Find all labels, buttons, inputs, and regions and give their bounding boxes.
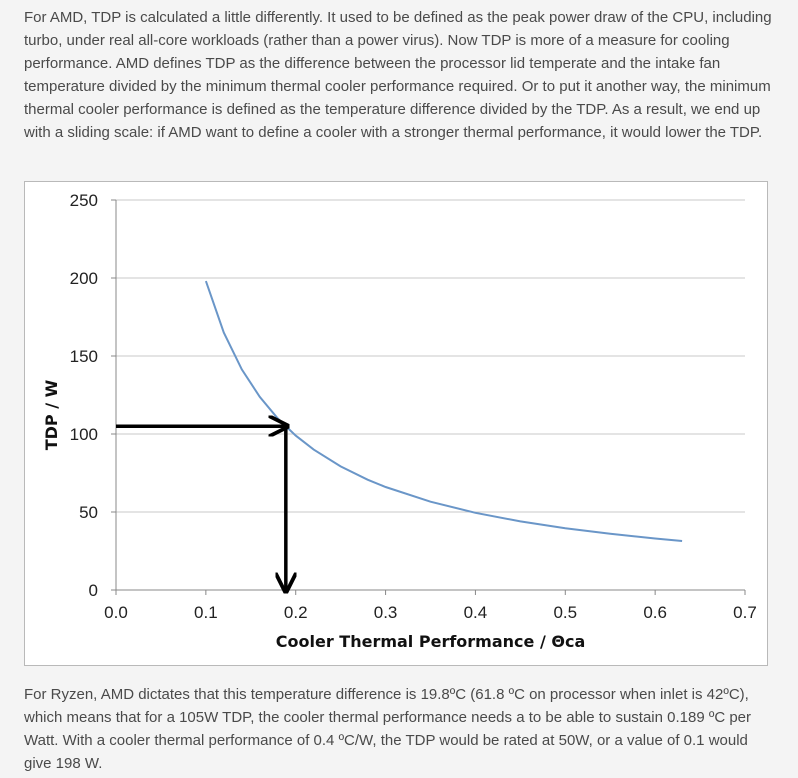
intro-paragraph: For AMD, TDP is calculated a little diff… — [24, 9, 772, 141]
x-axis-title: Cooler Thermal Performance / Θca — [276, 632, 585, 651]
x-tick-label: 0.4 — [464, 603, 488, 622]
ryzen-paragraph: For Ryzen, AMD dictates that this temper… — [24, 686, 751, 772]
y-tick-label: 50 — [79, 503, 98, 522]
x-tick-label: 0.3 — [374, 603, 398, 622]
x-tick-label: 0.5 — [553, 603, 577, 622]
y-axis-title: TDP / W — [42, 379, 61, 450]
x-tick-label: 0.6 — [643, 603, 667, 622]
y-tick-label: 100 — [70, 425, 98, 444]
tdp-chart-plot: 0 50 100 150 200 250 0.0 0.1 0.2 0.3 0.4 0.5 0.6 0.7 C… — [42, 191, 757, 651]
tdp-curve-line — [204, 280, 683, 542]
y-tick-label: 150 — [70, 347, 98, 366]
tdp-chart: 0 50 100 150 200 250 0.0 0.1 0.2 0.3 0.4 0.5 0.6 0.7 C… — [24, 181, 768, 666]
x-tick-label: 0.1 — [194, 603, 218, 622]
x-tick-label: 0.2 — [284, 603, 308, 622]
y-tick-label: 250 — [70, 191, 98, 210]
y-tick-label: 0 — [89, 581, 98, 600]
y-tick-label: 200 — [70, 269, 98, 288]
x-tick-label: 0.7 — [733, 603, 757, 622]
x-tick-label: 0.0 — [104, 603, 128, 622]
